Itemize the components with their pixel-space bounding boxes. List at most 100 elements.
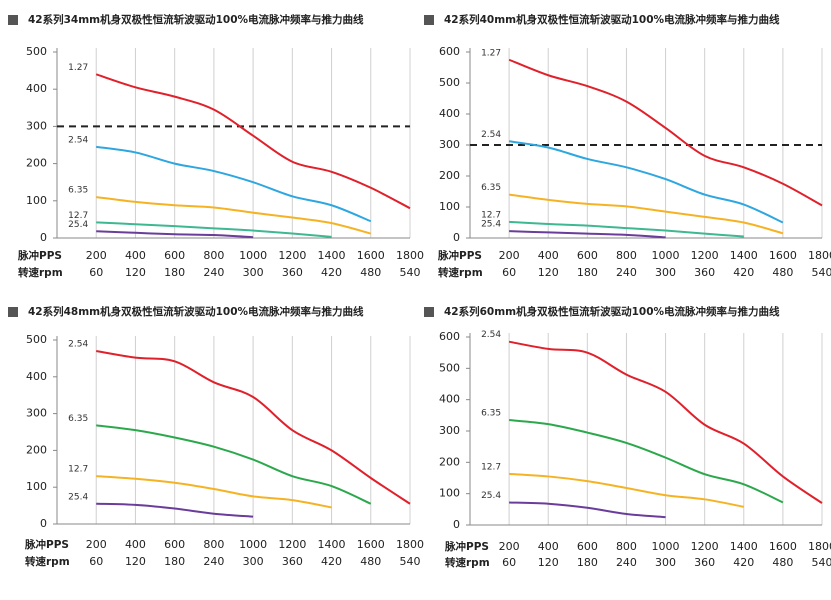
y-tick-label: 300 bbox=[439, 138, 460, 151]
series-label: 6.35 bbox=[481, 409, 501, 419]
title-marker bbox=[424, 307, 434, 317]
x2-tick-label: 420 bbox=[321, 555, 342, 568]
x2-axis-label: 转速rpm bbox=[445, 556, 490, 569]
series-line bbox=[509, 230, 666, 239]
y-tick-label: 200 bbox=[439, 455, 460, 468]
y-tick-label: 400 bbox=[439, 107, 460, 120]
x-tick-label: 800 bbox=[203, 538, 224, 551]
y-tick-label: 100 bbox=[26, 194, 47, 207]
x2-tick-label: 540 bbox=[400, 555, 421, 568]
series-line bbox=[96, 350, 411, 505]
series-line bbox=[96, 196, 372, 235]
y-tick-label: 200 bbox=[26, 157, 47, 170]
series-line bbox=[508, 58, 823, 207]
y-tick-label: 400 bbox=[439, 393, 460, 406]
chart-panel: 42系列40mm机身双极性恒流斩波驱动100%电流脉冲频率与推力曲线 200 400… bbox=[424, 13, 831, 279]
x-tick-label: 1200 bbox=[278, 538, 306, 551]
x2-tick-label: 360 bbox=[694, 266, 715, 279]
title-marker bbox=[8, 15, 18, 25]
series-line bbox=[96, 230, 254, 239]
y-tick-label: 100 bbox=[439, 200, 460, 213]
x-tick-label: 1400 bbox=[318, 249, 346, 262]
x2-tick-label: 60 bbox=[502, 266, 516, 279]
y-tick-label: 0 bbox=[40, 517, 47, 530]
x2-tick-label: 540 bbox=[812, 266, 831, 279]
x2-tick-label: 240 bbox=[616, 266, 637, 279]
x2-axis-label: 转速rpm bbox=[25, 555, 70, 568]
series-line bbox=[509, 472, 744, 508]
series-line bbox=[508, 340, 823, 504]
series-line bbox=[508, 140, 784, 224]
y-tick-label: 600 bbox=[439, 45, 460, 58]
x2-tick-label: 120 bbox=[125, 266, 146, 279]
series-label: 12.7 bbox=[481, 210, 501, 220]
chart-panel: 42系列34mm机身双极性恒流斩波驱动100%电流脉冲频率与推力曲线 200 400… bbox=[8, 13, 424, 279]
x-tick-label: 1200 bbox=[691, 540, 719, 553]
series-line bbox=[96, 145, 372, 223]
x2-tick-label: 60 bbox=[89, 555, 103, 568]
x-tick-label: 600 bbox=[577, 540, 598, 553]
chart-title: 42系列40mm机身双极性恒流斩波驱动100%电流脉冲频率与推力曲线 bbox=[444, 13, 780, 26]
series-line bbox=[95, 73, 411, 210]
title-marker bbox=[424, 15, 434, 25]
x-tick-label: 400 bbox=[538, 540, 559, 553]
x-tick-label: 1600 bbox=[357, 538, 385, 551]
x-tick-label: 800 bbox=[203, 249, 224, 262]
y-tick-label: 500 bbox=[439, 361, 460, 374]
x-tick-label: 1800 bbox=[396, 538, 424, 551]
x2-tick-label: 240 bbox=[203, 266, 224, 279]
series-label: 2.54 bbox=[68, 340, 88, 350]
y-tick-label: 200 bbox=[439, 169, 460, 182]
series-label: 12.7 bbox=[481, 462, 501, 472]
y-tick-label: 400 bbox=[26, 82, 47, 95]
y-tick-label: 0 bbox=[453, 231, 460, 244]
x-tick-label: 1800 bbox=[808, 540, 831, 553]
series-label: 25.4 bbox=[68, 220, 88, 230]
x-tick-label: 1800 bbox=[396, 249, 424, 262]
series-label: 2.54 bbox=[481, 130, 501, 140]
x-tick-label: 200 bbox=[86, 249, 107, 262]
series-label: 2.54 bbox=[481, 330, 501, 340]
x-tick-label: 400 bbox=[125, 538, 146, 551]
y-tick-label: 0 bbox=[453, 518, 460, 531]
y-tick-label: 300 bbox=[26, 407, 47, 420]
x2-tick-label: 360 bbox=[694, 556, 715, 569]
x-tick-label: 1400 bbox=[730, 249, 758, 262]
y-tick-label: 600 bbox=[439, 330, 460, 343]
y-tick-label: 100 bbox=[439, 487, 460, 500]
x2-tick-label: 480 bbox=[772, 556, 793, 569]
y-tick-label: 100 bbox=[26, 480, 47, 493]
x2-tick-label: 120 bbox=[538, 556, 559, 569]
x2-tick-label: 120 bbox=[125, 555, 146, 568]
x2-tick-label: 480 bbox=[772, 266, 793, 279]
x2-tick-label: 300 bbox=[655, 556, 676, 569]
series-line bbox=[96, 424, 372, 505]
series-label: 12.7 bbox=[68, 211, 88, 221]
x-tick-label: 400 bbox=[538, 249, 559, 262]
x2-tick-label: 180 bbox=[164, 555, 185, 568]
x-tick-label: 1000 bbox=[239, 249, 267, 262]
x-axis-label: 脉冲PPS bbox=[437, 249, 482, 262]
x-tick-label: 1600 bbox=[769, 249, 797, 262]
y-tick-label: 0 bbox=[40, 231, 47, 244]
x2-tick-label: 420 bbox=[321, 266, 342, 279]
series-label: 25.4 bbox=[481, 220, 501, 230]
x2-tick-label: 480 bbox=[360, 555, 381, 568]
series-label: 1.27 bbox=[68, 63, 88, 73]
title-marker bbox=[8, 307, 18, 317]
x-tick-label: 1000 bbox=[239, 538, 267, 551]
x2-tick-label: 540 bbox=[812, 556, 831, 569]
x-tick-label: 400 bbox=[125, 249, 146, 262]
x2-tick-label: 300 bbox=[243, 266, 264, 279]
x2-tick-label: 300 bbox=[655, 266, 676, 279]
y-tick-label: 500 bbox=[26, 45, 47, 58]
chart-panel: 42系列48mm机身双极性恒流斩波驱动100%电流脉冲频率与推力曲线 200 400… bbox=[8, 305, 424, 568]
x-tick-label: 200 bbox=[499, 249, 520, 262]
x2-tick-label: 420 bbox=[733, 266, 754, 279]
series-label: 1.27 bbox=[481, 48, 501, 58]
x2-tick-label: 540 bbox=[400, 266, 421, 279]
x-tick-label: 1400 bbox=[730, 540, 758, 553]
x-tick-label: 1200 bbox=[691, 249, 719, 262]
